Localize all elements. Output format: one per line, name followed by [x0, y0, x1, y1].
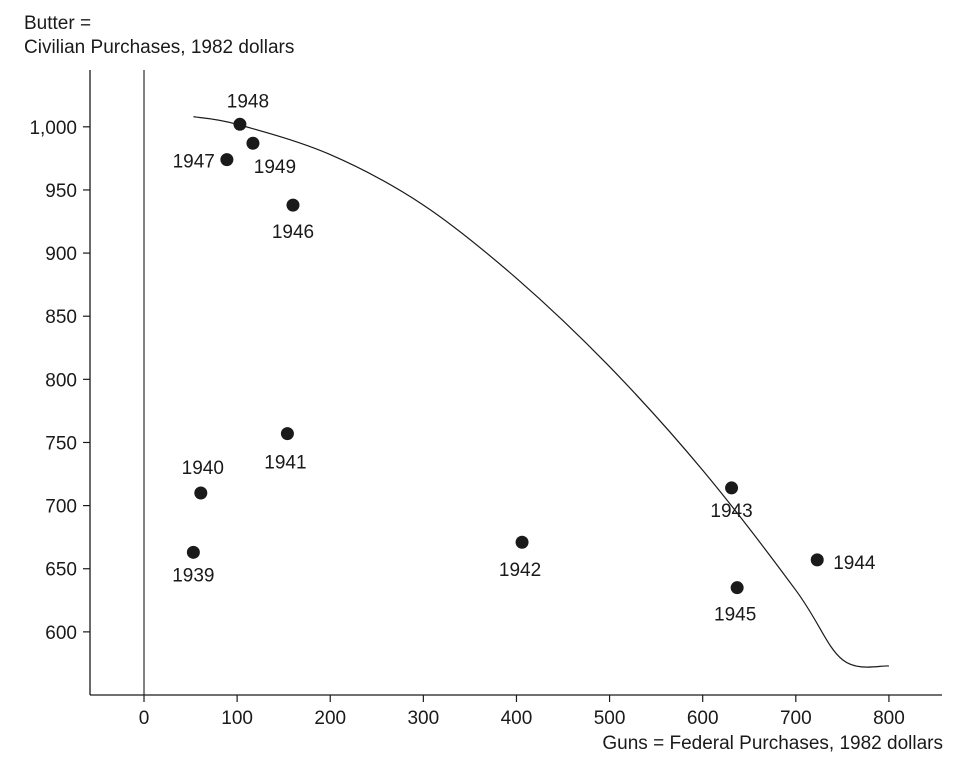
- data-label-1947: 1947: [173, 152, 215, 173]
- data-label-1940: 1940: [182, 458, 224, 479]
- data-point-1941: [280, 427, 294, 441]
- y-tick-label: 750: [45, 433, 77, 454]
- data-point-1948: [233, 117, 247, 131]
- data-point-1942: [515, 535, 529, 549]
- frontier-curve-group: [193, 116, 889, 668]
- y-axis-title-line-2: Civilian Purchases, 1982 dollars: [24, 37, 295, 58]
- data-point-1949: [246, 136, 260, 150]
- y-tick-label: 700: [45, 497, 77, 518]
- frontier-curve: [193, 116, 889, 668]
- axes: 600 650 700 750 800 850 900 950 1,000 0 100 200 300 4…: [29, 70, 942, 729]
- y-tick-label: 950: [45, 181, 77, 202]
- data-point-1940: [194, 486, 208, 500]
- y-tick-label: 900: [45, 244, 77, 265]
- data-label-1941: 1941: [264, 453, 306, 474]
- x-tick-label: 700: [780, 708, 812, 729]
- data-label-1939: 1939: [172, 565, 214, 586]
- data-label-1944: 1944: [833, 553, 876, 574]
- data-point-1944: [810, 553, 824, 567]
- data-label-1943: 1943: [710, 501, 752, 522]
- data-label-1942: 1942: [499, 560, 541, 581]
- data-point-1945: [730, 581, 744, 595]
- x-axis-title: Guns = Federal Purchases, 1982 dollars: [602, 733, 943, 754]
- y-tick-label: 600: [45, 623, 77, 644]
- data-label-1948: 1948: [227, 91, 269, 112]
- y-tick-label: 1,000: [29, 118, 77, 139]
- data-label-1949: 1949: [254, 157, 296, 178]
- y-axis-title-line-1: Butter =: [24, 13, 92, 34]
- x-tick-label: 600: [687, 708, 719, 729]
- x-tick-label: 400: [501, 708, 533, 729]
- x-tick-label: 300: [407, 708, 439, 729]
- x-tick-label: 0: [139, 708, 150, 729]
- y-tick-label: 800: [45, 370, 77, 391]
- data-label-1945: 1945: [714, 605, 756, 626]
- data-point-1943: [725, 481, 739, 495]
- data-point-1947: [220, 153, 234, 167]
- y-tick-label: 650: [45, 560, 77, 581]
- data-points: 1939 1940 1941 1942 1943 1944 1945 1946 1947 1948…: [172, 91, 876, 625]
- x-tick-label: 800: [873, 708, 905, 729]
- y-tick-label: 850: [45, 307, 77, 328]
- data-point-1946: [286, 198, 300, 212]
- x-tick-label: 200: [314, 708, 346, 729]
- x-tick-label: 500: [594, 708, 626, 729]
- x-tick-label: 100: [221, 708, 253, 729]
- data-point-1939: [186, 545, 200, 559]
- data-label-1946: 1946: [272, 222, 314, 243]
